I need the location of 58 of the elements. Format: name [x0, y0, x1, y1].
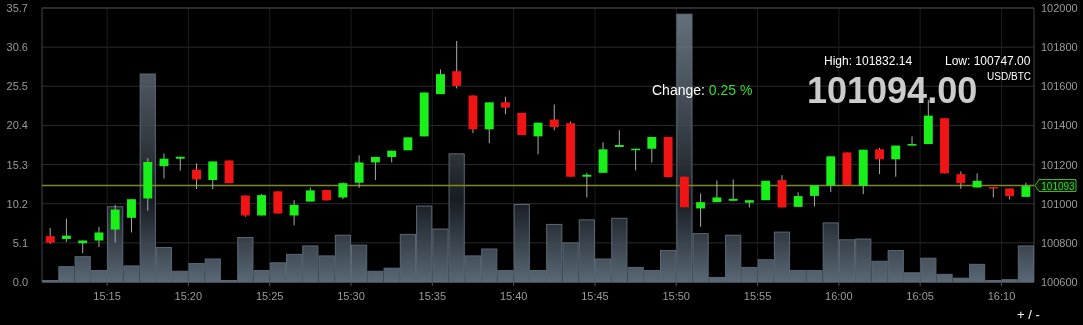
candlestick — [875, 147, 884, 175]
x-tick-label: 15:35 — [418, 290, 447, 302]
ref-line-label: 101093 — [1041, 180, 1076, 192]
y-tick-label: 0.0 — [12, 276, 28, 288]
candlestick — [192, 162, 202, 190]
y2-tick-label: 101600 — [1041, 80, 1078, 93]
candlestick — [696, 193, 706, 228]
x-tick-label: 16:05 — [906, 290, 934, 302]
y2-tick-label: 101200 — [1041, 158, 1078, 171]
candlestick — [582, 172, 592, 198]
candlestick — [891, 145, 901, 178]
x-tick-label: 15:30 — [337, 290, 365, 302]
x-tick-label: 15:55 — [743, 290, 772, 302]
x-tick-label: 15:40 — [499, 290, 528, 302]
y-tick-label: 25.5 — [6, 80, 28, 93]
x-tick-label: 16:10 — [987, 290, 1016, 302]
candlestick — [907, 135, 917, 147]
text: + / - — [1017, 307, 1040, 322]
y-tick-label: 5.1 — [12, 236, 28, 249]
candlestick — [452, 40, 462, 89]
annotation: Change: 0.25 % — [652, 82, 753, 98]
candlestick — [598, 141, 608, 174]
y-tick-label: 35.7 — [6, 2, 28, 14]
candlestick — [436, 68, 445, 95]
annotation: High: 101832.14 — [824, 54, 913, 68]
candlestick — [94, 226, 104, 248]
annotation: 101094.00 — [807, 70, 978, 111]
candlestick — [972, 172, 982, 188]
y-tick-label: 30.6 — [6, 41, 28, 54]
y2-tick-label: 101000 — [1041, 197, 1078, 210]
y2-tick-label: 100600 — [1041, 276, 1078, 288]
candlestick — [127, 198, 136, 233]
y2-tick-label: 101800 — [1041, 41, 1078, 54]
candlestick — [533, 122, 543, 155]
candlestick — [647, 136, 657, 163]
candlestick — [289, 199, 299, 226]
annotation: Low: 100747.00 — [945, 54, 1031, 68]
candlestick — [549, 103, 559, 131]
x-tick-label: 15:50 — [662, 290, 690, 302]
y-tick-label: 10.2 — [6, 197, 28, 210]
x-tick-label: 15:15 — [93, 290, 121, 302]
candlestick — [728, 178, 738, 202]
y2-tick-label: 102000 — [1041, 2, 1078, 14]
candlestick — [240, 194, 250, 218]
y2-tick-label: 100800 — [1041, 236, 1078, 249]
candlestick — [110, 204, 120, 244]
y-tick-label: 20.4 — [6, 119, 28, 132]
candlestick — [208, 160, 218, 190]
x-tick-label: 15:20 — [174, 290, 203, 302]
y2-tick-label: 101400 — [1041, 119, 1078, 132]
annotation: USD/BTC — [987, 71, 1031, 82]
x-tick-label: 15:25 — [255, 290, 284, 302]
candlestick — [273, 190, 283, 214]
x-tick-label: 16:00 — [825, 290, 853, 302]
x-tick-label: 15:45 — [581, 290, 609, 302]
y-tick-label: 15.3 — [6, 158, 28, 171]
candlestick — [354, 154, 364, 189]
candlestick — [61, 218, 71, 243]
